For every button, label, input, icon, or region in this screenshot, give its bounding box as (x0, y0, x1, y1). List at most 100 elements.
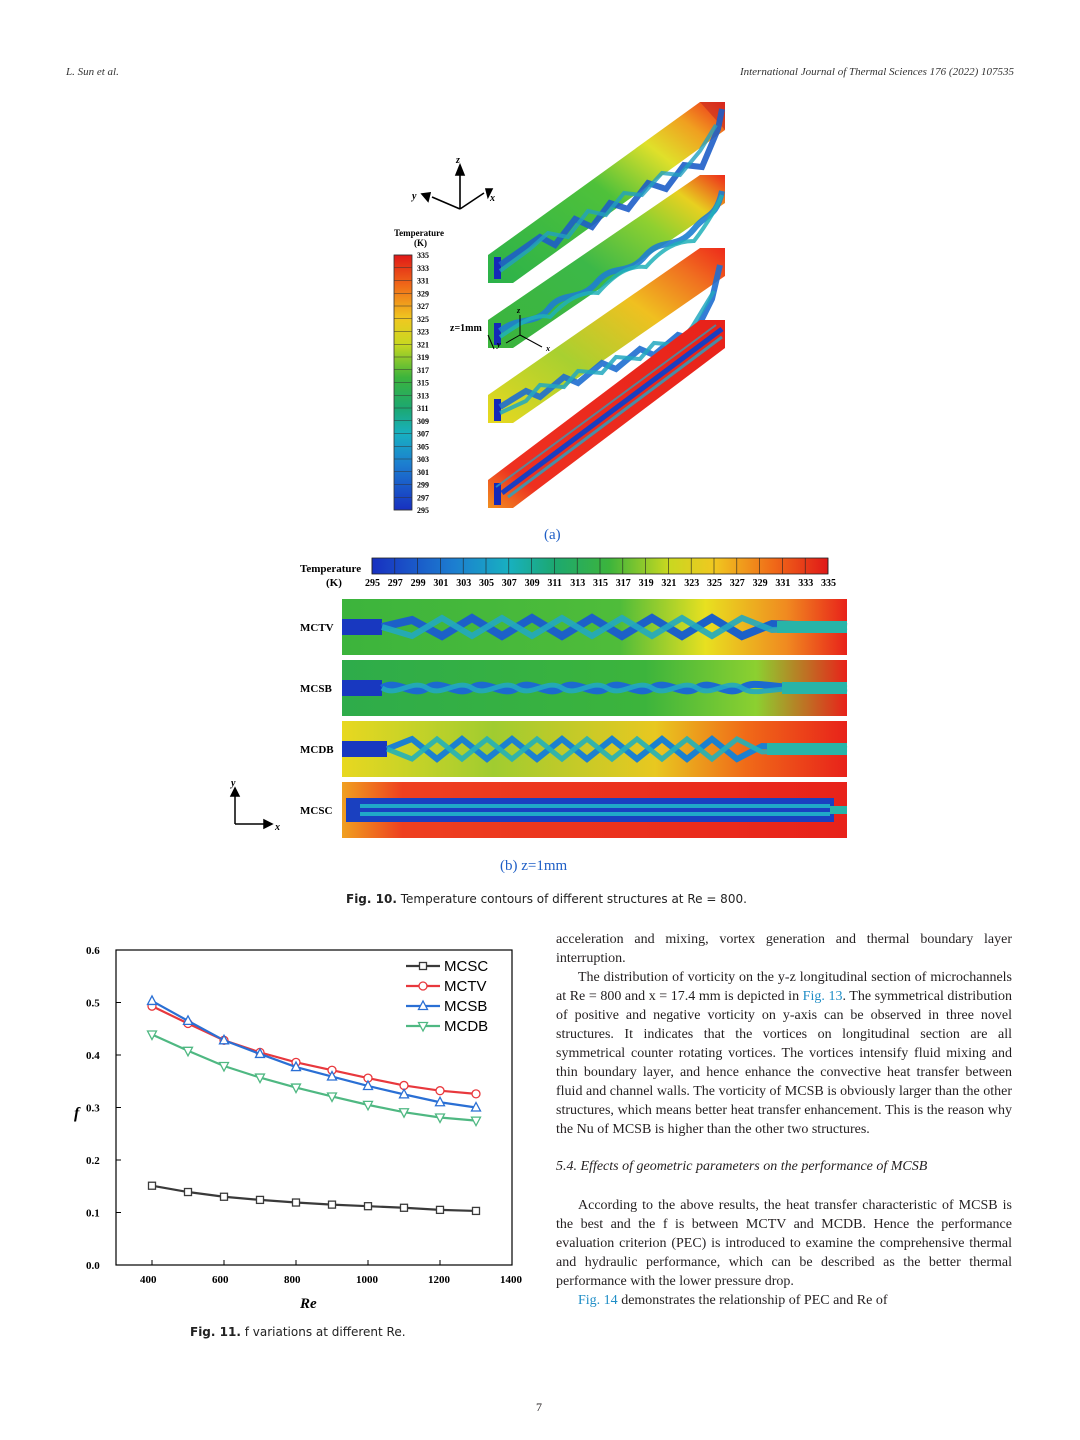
data-point (218, 1061, 230, 1073)
axis-2d (229, 786, 274, 830)
series-mctv (147, 1001, 481, 1099)
paragraph-2-text-a: The distribution of vorticity on the y-z… (556, 970, 1012, 1004)
section-heading: 5.4. Effects of geometric parameters on … (556, 1159, 928, 1174)
label-mcsc: MCSC (300, 805, 332, 817)
fig10-caption-text: Temperature contours of different struct… (400, 892, 747, 906)
axis-z-label: z (455, 155, 460, 166)
data-point (290, 1083, 302, 1094)
vbar-tick-label: 301 (417, 468, 429, 477)
series-line-mctv (151, 1005, 477, 1095)
vbar-tick-label: 331 (417, 277, 429, 286)
vbar-tick-label: 313 (417, 391, 429, 400)
data-point (362, 1079, 374, 1091)
series-mcdb (146, 1030, 482, 1128)
vbar-tick-label: 309 (417, 417, 429, 426)
fig10a-3d-view: z y x Temperature (K) 335 333 331 329 327 325… (393, 102, 725, 515)
data-point (291, 1198, 301, 1207)
legend-marker (417, 999, 429, 1011)
vbar-tick-label: 327 (417, 302, 429, 311)
vbar-tick-label: 329 (417, 289, 429, 298)
legend-marker (418, 981, 428, 991)
legend-title: Temperature (394, 228, 444, 238)
vbar-tick-label: 311 (417, 404, 429, 413)
y-tick-label: 0.5 (86, 998, 100, 1010)
hbar-tick-label: 325 (707, 578, 722, 589)
small-axis-z: z (516, 306, 521, 315)
vbar-tick-label: 299 (417, 481, 429, 490)
axis-x-label: x (489, 193, 495, 204)
data-point (398, 1087, 410, 1099)
hbar-tick-label: 295 (365, 578, 380, 589)
data-point (219, 1192, 229, 1201)
series-line-mcsb (151, 999, 477, 1109)
fig11-caption-label: Fig. 11. (190, 1325, 241, 1339)
data-point (434, 1113, 446, 1124)
paragraph-4-text: demonstrates the relationship of PEC and… (621, 1293, 888, 1308)
y-tick-label: 0.6 (86, 945, 100, 957)
data-point (290, 1060, 302, 1072)
paragraph-1: acceleration and mixing, vortex generati… (556, 932, 1012, 966)
legend-label: MCSC (444, 958, 488, 975)
series-mcsc (147, 1181, 481, 1216)
data-point (398, 1108, 410, 1119)
slice-mcsc (342, 782, 847, 838)
label-mctv: MCTV (300, 622, 334, 634)
slice-mcsb (342, 660, 848, 716)
label-mcdb: MCDB (300, 744, 334, 756)
fig13-link[interactable]: Fig. 13 (802, 989, 843, 1004)
vbar-tick-label: 315 (417, 379, 429, 388)
hbar-tick-label: 329 (753, 578, 768, 589)
vbar-tick-label: 307 (417, 430, 429, 439)
x-tick-label: 1200 (428, 1274, 451, 1286)
axis-2d-y: y (230, 778, 236, 789)
hbar-tick-label: 313 (570, 578, 585, 589)
data-point (471, 1206, 481, 1216)
data-point (326, 1092, 338, 1103)
y-axis-label: f (74, 1105, 81, 1122)
legend-item-mcsb: MCSB (406, 998, 487, 1015)
series-line-mcdb (151, 1033, 477, 1122)
data-point (146, 1030, 158, 1041)
vbar-tick-label: 323 (417, 328, 429, 337)
y-tick-label: 0.3 (86, 1103, 100, 1115)
y-tick-label: 0.4 (86, 1050, 100, 1062)
fig11-chart: 0.0 0.1 0.2 0.3 0.4 0.5 0.6 400 600 800 1000 1200 1… (74, 945, 523, 1312)
hbar-tick-label: 311 (547, 578, 561, 589)
fig14-link[interactable]: Fig. 14 (578, 1293, 618, 1308)
running-header-authors: L. Sun et al. (66, 66, 119, 78)
data-point (218, 1033, 230, 1045)
series-line-mcsc (151, 1184, 477, 1213)
vbar-tick-label: 319 (417, 353, 429, 362)
axis-triad (420, 162, 494, 210)
body-column: acceleration and mixing, vortex generati… (556, 930, 1012, 1310)
fig11-caption: Fig. 11. f variations at different Re. (190, 1325, 406, 1339)
hbar-tick-label: 315 (593, 578, 608, 589)
vbar-tick-label: 305 (417, 442, 429, 451)
hbar-tick-label: 335 (821, 578, 836, 589)
vbar-tick-label: 303 (417, 455, 429, 464)
y-tick-label: 0.0 (86, 1260, 100, 1272)
x-tick-label: 1400 (500, 1274, 523, 1286)
running-header-journal: International Journal of Thermal Science… (739, 66, 1014, 78)
paragraph-3: According to the above results, the heat… (556, 1198, 1012, 1289)
vbar-tick-label: 297 (417, 493, 429, 502)
z-annotation: z=1mm (450, 323, 482, 334)
hbar-tick-label: 303 (456, 578, 471, 589)
x-tick-label: 800 (284, 1274, 301, 1286)
hbar-tick-label: 331 (775, 578, 790, 589)
data-point (182, 1046, 194, 1058)
series-mcsb (146, 994, 482, 1112)
y-tick-label: 0.2 (86, 1155, 100, 1167)
data-point (182, 1014, 194, 1026)
legend-title-b: Temperature (300, 563, 361, 575)
slice-mcdb (342, 721, 848, 777)
data-point (147, 1181, 157, 1190)
x-tick-label: 400 (140, 1274, 157, 1286)
small-axis-y: y (496, 340, 501, 349)
paragraph-2-text-b: . The symmetrical distribution of positi… (556, 989, 1012, 1137)
paragraph-2: The distribution of vorticity on the y-z… (556, 968, 1012, 1139)
hbar-tick-label: 327 (730, 578, 745, 589)
vbar-tick-label: 325 (417, 315, 429, 324)
data-point (146, 994, 158, 1006)
x-tick-label: 600 (212, 1274, 229, 1286)
